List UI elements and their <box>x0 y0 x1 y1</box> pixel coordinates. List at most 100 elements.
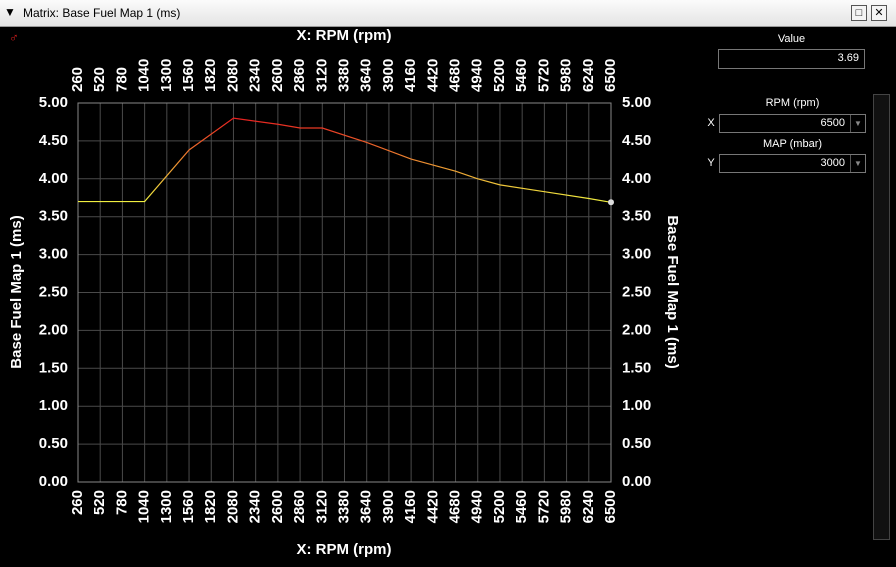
x-tick-label-bottom: 5720 <box>535 490 552 523</box>
x-tick-label-top: 1560 <box>180 59 197 92</box>
y-tick-label-right: 0.00 <box>622 473 651 490</box>
x-tick-label-bottom: 780 <box>113 490 130 515</box>
title-bar: ▼ Matrix: Base Fuel Map 1 (ms) □ ✕ <box>0 0 896 27</box>
scrollbar[interactable] <box>873 94 890 540</box>
value-label: Value <box>777 33 806 45</box>
x-tick-label-bottom: 520 <box>91 490 108 515</box>
y-tick-label-right: 3.50 <box>622 208 651 225</box>
y-tick-label-left: 4.00 <box>39 170 68 187</box>
x-tick-label-bottom: 3640 <box>358 490 375 523</box>
x-tick-label-top: 1300 <box>158 59 175 92</box>
x-tick-label-bottom: 4940 <box>469 490 486 523</box>
y-tick-label-right: 1.50 <box>622 359 651 376</box>
x-tick-label-top: 6240 <box>580 59 597 92</box>
x-value-field[interactable]: 6500 ▼ <box>719 114 866 133</box>
cursor-point <box>608 199 614 206</box>
y-tick-label-left: 0.50 <box>39 435 68 452</box>
x-tick-label-bottom: 2600 <box>269 490 286 523</box>
x-tick-label-top: 260 <box>69 67 86 92</box>
x-tick-label-bottom: 2340 <box>247 490 264 523</box>
x-tick-label-top: 1820 <box>202 59 219 92</box>
x-tick-label-bottom: 2080 <box>224 490 241 523</box>
y-tick-label-left: 1.50 <box>39 359 68 376</box>
x-tick-label-top: 3640 <box>358 59 375 92</box>
x-axis-name: RPM (rpm) <box>765 97 820 109</box>
pin-icon: ♂ <box>9 29 19 44</box>
x-value: 6500 <box>820 117 845 129</box>
x-tick-label-top: 2860 <box>291 59 308 92</box>
y-tick-label-right: 5.00 <box>622 94 651 111</box>
value-field[interactable]: 3.69 <box>718 49 865 69</box>
x-axis-title-bottom: X: RPM (rpm) <box>297 541 392 558</box>
x-tick-label-top: 3380 <box>335 59 352 92</box>
dropdown[interactable]: ▼ <box>850 155 865 172</box>
maximize-button[interactable]: □ <box>851 5 867 21</box>
y-letter: Y <box>707 157 715 169</box>
close-button[interactable]: ✕ <box>871 5 887 21</box>
x-tick-label-top: 3900 <box>380 59 397 92</box>
x-tick-label-top: 5720 <box>535 59 552 92</box>
x-tick-label-bottom: 3380 <box>335 490 352 523</box>
y-tick-label-left: 2.00 <box>39 321 68 338</box>
x-tick-label-bottom: 6500 <box>602 490 619 523</box>
x-tick-label-bottom: 1040 <box>136 490 153 523</box>
x-tick-label-top: 4160 <box>402 59 419 92</box>
y-axis-name: MAP (mbar) <box>762 138 823 150</box>
x-tick-label-top: 5460 <box>513 59 530 92</box>
x-tick-label-bottom: 1820 <box>202 490 219 523</box>
y-tick-label-right: 4.50 <box>622 132 651 149</box>
x-axis-title-top: X: RPM (rpm) <box>297 27 392 44</box>
menu-button[interactable]: ▼ <box>4 5 16 19</box>
x-tick-label-top: 5980 <box>558 59 575 92</box>
x-tick-label-top: 2600 <box>269 59 286 92</box>
y-tick-label-right: 2.00 <box>622 321 651 338</box>
x-tick-label-top: 2340 <box>247 59 264 92</box>
y-tick-label-right: 4.00 <box>622 170 651 187</box>
x-tick-label-bottom: 4680 <box>447 490 464 523</box>
y-tick-label-left: 4.50 <box>39 132 68 149</box>
y-tick-label-left: 1.00 <box>39 397 68 414</box>
x-tick-label-top: 4940 <box>469 59 486 92</box>
x-tick-label-top: 1040 <box>136 59 153 92</box>
x-tick-label-bottom: 4160 <box>402 490 419 523</box>
x-tick-label-bottom: 1300 <box>158 490 175 523</box>
y-tick-label-right: 0.50 <box>622 435 651 452</box>
x-tick-label-top: 4420 <box>424 59 441 92</box>
x-tick-label-bottom: 3900 <box>380 490 397 523</box>
x-tick-label-top: 2080 <box>224 59 241 92</box>
x-tick-label-top: 520 <box>91 67 108 92</box>
x-tick-label-top: 3120 <box>313 59 330 92</box>
y-tick-label-left: 2.50 <box>39 283 68 300</box>
x-tick-label-bottom: 1560 <box>180 490 197 523</box>
y-tick-label-left: 3.00 <box>39 246 68 263</box>
x-tick-label-top: 6500 <box>602 59 619 92</box>
y-tick-label-right: 2.50 <box>622 283 651 300</box>
x-tick-label-bottom: 3120 <box>313 490 330 523</box>
plot-frame <box>77 102 612 483</box>
x-tick-label-bottom: 5200 <box>491 490 508 523</box>
y-value-field[interactable]: 3000 ▼ <box>719 154 866 173</box>
x-tick-label-bottom: 260 <box>69 490 86 515</box>
y-tick-label-left: 5.00 <box>39 94 68 111</box>
x-tick-label-top: 4680 <box>447 59 464 92</box>
x-tick-label-top: 5200 <box>491 59 508 92</box>
y-tick-label-right: 3.00 <box>622 246 651 263</box>
x-tick-label-bottom: 2860 <box>291 490 308 523</box>
dropdown[interactable]: ▼ <box>850 115 865 132</box>
y-tick-label-left: 0.00 <box>39 473 68 490</box>
x-letter: X <box>707 117 715 129</box>
y-axis-title-right: Base Fuel Map 1 (ms) <box>664 215 681 368</box>
data-line <box>78 117 612 203</box>
x-tick-label-bottom: 5980 <box>558 490 575 523</box>
y-tick-label-right: 1.00 <box>622 397 651 414</box>
x-tick-label-top: 780 <box>113 67 130 92</box>
window-title: Matrix: Base Fuel Map 1 (ms) <box>23 6 181 20</box>
y-axis-title-left: Base Fuel Map 1 (ms) <box>8 215 25 368</box>
x-tick-label-bottom: 5460 <box>513 490 530 523</box>
y-tick-label-left: 3.50 <box>39 208 68 225</box>
x-tick-label-bottom: 6240 <box>580 490 597 523</box>
y-value: 3000 <box>820 157 845 169</box>
x-tick-label-bottom: 4420 <box>424 490 441 523</box>
